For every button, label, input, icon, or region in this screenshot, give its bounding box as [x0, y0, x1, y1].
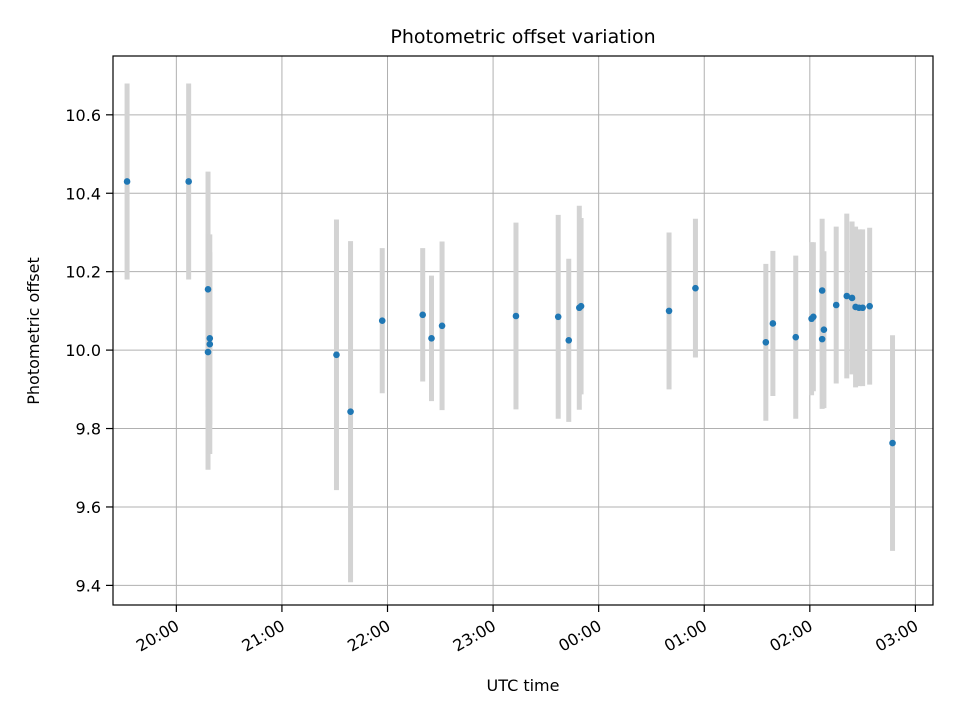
data-point	[792, 333, 800, 341]
data-point	[206, 340, 214, 348]
data-point	[378, 317, 386, 324]
data-point	[820, 326, 828, 334]
y-tick-label: 9.6	[76, 498, 101, 517]
data-point	[762, 338, 770, 346]
data-point	[843, 292, 851, 300]
data-point	[848, 294, 856, 302]
data-point	[428, 335, 435, 342]
data-point	[333, 351, 340, 359]
y-tick-label: 10.6	[65, 106, 101, 125]
y-tick-label: 9.8	[76, 420, 101, 439]
data-point	[123, 178, 131, 185]
data-point	[512, 312, 520, 320]
data-point	[204, 348, 212, 356]
data-point	[438, 322, 446, 330]
data-point	[818, 335, 826, 343]
data-point	[577, 302, 585, 310]
data-point	[889, 439, 896, 447]
y-tick-label: 10.2	[65, 263, 101, 282]
y-tick-label: 10.0	[65, 341, 101, 360]
data-point	[185, 178, 192, 185]
chart-title: Photometric offset variation	[390, 26, 655, 48]
data-point	[206, 335, 214, 342]
data-point	[692, 284, 699, 292]
data-point	[866, 302, 873, 310]
data-point	[347, 408, 354, 415]
plot-frame	[112, 55, 934, 606]
data-point	[565, 337, 573, 344]
y-axis-label: Photometric offset	[24, 257, 43, 405]
data-point	[832, 301, 840, 309]
y-tick-label: 10.4	[65, 184, 101, 203]
data-point	[554, 313, 562, 321]
data-point	[769, 320, 777, 327]
data-points	[123, 178, 896, 447]
y-tick-label: 9.4	[76, 576, 101, 595]
data-point	[204, 286, 212, 293]
data-point	[859, 304, 866, 312]
data-point	[810, 313, 817, 321]
x-axis-label: UTC time	[487, 676, 560, 695]
data-point	[818, 287, 826, 294]
data-point	[665, 307, 673, 315]
y-axis: 9.4 9.6 9.8 10.0 10.2 10.4 10.6	[65, 106, 113, 595]
data-point	[419, 311, 426, 319]
